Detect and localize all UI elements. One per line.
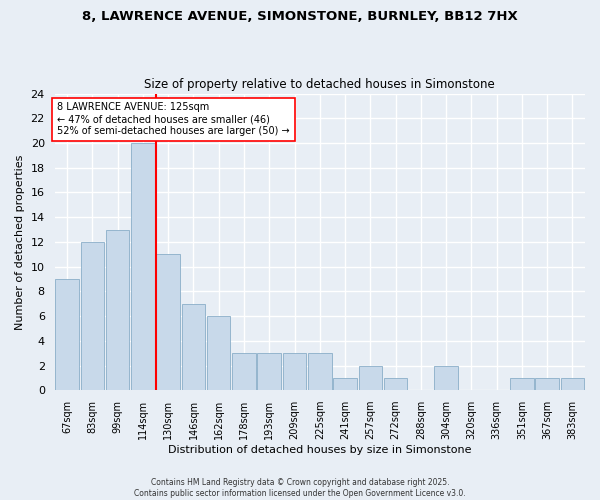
Bar — [106, 230, 130, 390]
Y-axis label: Number of detached properties: Number of detached properties — [15, 154, 25, 330]
Bar — [535, 378, 559, 390]
Bar — [510, 378, 533, 390]
Bar — [308, 353, 332, 390]
Text: 8 LAWRENCE AVENUE: 125sqm
← 47% of detached houses are smaller (46)
52% of semi-: 8 LAWRENCE AVENUE: 125sqm ← 47% of detac… — [57, 102, 290, 136]
X-axis label: Distribution of detached houses by size in Simonstone: Distribution of detached houses by size … — [168, 445, 472, 455]
Bar — [207, 316, 230, 390]
Bar — [157, 254, 180, 390]
Title: Size of property relative to detached houses in Simonstone: Size of property relative to detached ho… — [145, 78, 495, 91]
Bar — [182, 304, 205, 390]
Bar — [384, 378, 407, 390]
Bar — [434, 366, 458, 390]
Bar — [257, 353, 281, 390]
Bar — [80, 242, 104, 390]
Bar — [232, 353, 256, 390]
Bar — [359, 366, 382, 390]
Bar — [55, 279, 79, 390]
Text: 8, LAWRENCE AVENUE, SIMONSTONE, BURNLEY, BB12 7HX: 8, LAWRENCE AVENUE, SIMONSTONE, BURNLEY,… — [82, 10, 518, 23]
Bar — [283, 353, 306, 390]
Text: Contains HM Land Registry data © Crown copyright and database right 2025.
Contai: Contains HM Land Registry data © Crown c… — [134, 478, 466, 498]
Bar — [333, 378, 357, 390]
Bar — [131, 143, 155, 390]
Bar — [560, 378, 584, 390]
